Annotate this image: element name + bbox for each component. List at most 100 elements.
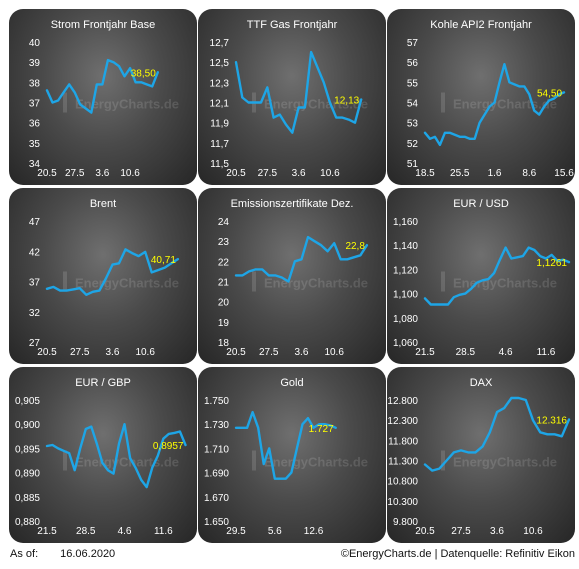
x-tick-label: 10.6 (135, 347, 155, 358)
chart-title: DAX (470, 377, 493, 389)
chart-panel: EnergyCharts.de Brent 27 32 37 42 47 20.5 27.5 3.… (9, 188, 197, 364)
chart-svg: EnergyCharts.de EUR / GBP 0,880 0,885 0,890 0… (15, 377, 187, 537)
y-tick-label: 0,885 (15, 493, 40, 504)
watermark-text: EnergyCharts.de (75, 97, 179, 112)
x-tick-label: 10.6 (120, 168, 140, 179)
x-tick-label: 4.6 (118, 526, 132, 537)
series-line (423, 396, 571, 472)
x-tick-label: 28.5 (456, 347, 476, 358)
chart-panel: EnergyCharts.de TTF Gas Frontjahr 11,5 11,7… (198, 9, 386, 185)
series-line (45, 248, 180, 297)
chart-svg: EnergyCharts.de EUR / USD 1,060 1,080 1,100 1… (393, 198, 571, 358)
y-tick-label: 11,9 (210, 119, 229, 130)
series-line (45, 58, 160, 114)
y-tick-label: 1.730 (204, 420, 229, 431)
y-tick-label: 1,060 (393, 338, 418, 349)
watermark-text: EnergyCharts.de (264, 97, 368, 112)
y-tick-label: 39 (29, 58, 41, 69)
x-tick-label: 25.5 (450, 168, 470, 179)
y-tick-label: 32 (29, 308, 41, 319)
x-tick-label: 28.5 (76, 526, 96, 537)
last-value-label: 38,50 (131, 68, 156, 79)
watermark-text: EnergyCharts.de (75, 455, 179, 470)
x-tick-label: 1.6 (488, 168, 502, 179)
watermark-text: EnergyCharts.de (453, 455, 557, 470)
chart-title: Gold (280, 377, 303, 389)
chart-title: TTF Gas Frontjahr (247, 19, 338, 31)
y-tick-label: 11.800 (388, 436, 418, 447)
y-tick-label: 1.750 (204, 396, 229, 407)
y-tick-label: 18 (218, 338, 230, 349)
watermark-text: EnergyCharts.de (75, 276, 179, 291)
watermark-icon (63, 271, 67, 292)
y-tick-label: 1,120 (393, 265, 418, 276)
as-of: As of: 16.06.2020 (10, 548, 115, 560)
watermark-icon (441, 271, 445, 292)
y-tick-label: 12,7 (210, 38, 230, 49)
y-tick-label: 51 (407, 159, 419, 170)
as-of-label: As of: (10, 548, 39, 560)
x-tick-label: 3.6 (106, 347, 120, 358)
y-tick-label: 1.670 (204, 493, 229, 504)
y-tick-label: 42 (29, 247, 41, 258)
y-tick-label: 12,1 (210, 99, 230, 110)
x-tick-label: 3.6 (292, 168, 306, 179)
x-tick-label: 20.5 (415, 526, 435, 537)
last-value-label: 40,71 (151, 255, 176, 266)
watermark-icon (63, 92, 67, 113)
y-tick-label: 20 (218, 298, 230, 309)
y-tick-label: 56 (407, 58, 419, 69)
x-tick-label: 3.6 (95, 168, 109, 179)
x-tick-label: 20.5 (226, 168, 246, 179)
series-line (45, 423, 187, 489)
y-tick-label: 1,160 (393, 217, 418, 228)
series-line (234, 235, 369, 283)
y-tick-label: 1,080 (393, 314, 418, 325)
series-line (234, 50, 363, 134)
last-value-label: 1,1261 (536, 258, 567, 269)
chart-title: EUR / GBP (75, 377, 131, 389)
y-tick-label: 52 (407, 139, 419, 150)
chart-panel: EnergyCharts.de Gold 1.650 1.670 1.690 1.710 1… (198, 367, 386, 543)
y-tick-label: 40 (29, 38, 41, 49)
x-tick-label: 20.5 (37, 347, 57, 358)
watermark-icon (441, 92, 445, 113)
y-tick-label: 47 (29, 217, 41, 228)
x-tick-label: 27.5 (451, 526, 471, 537)
y-tick-label: 36 (29, 119, 41, 130)
last-value-label: 22,8 (345, 241, 365, 252)
chart-panel: EnergyCharts.de Emissionszertifikate Dez.… (198, 188, 386, 364)
x-tick-label: 29.5 (226, 526, 246, 537)
y-tick-label: 11,5 (210, 159, 229, 170)
chart-panel: EnergyCharts.de EUR / GBP 0,880 0,885 0,890 0… (9, 367, 197, 543)
x-tick-label: 20.5 (37, 168, 57, 179)
x-tick-label: 27.5 (259, 347, 279, 358)
series-line (423, 63, 566, 147)
y-tick-label: 0,905 (15, 396, 40, 407)
y-tick-label: 37 (29, 99, 41, 110)
y-tick-label: 27 (29, 338, 41, 349)
x-tick-label: 27.5 (65, 168, 85, 179)
y-tick-label: 1,140 (393, 241, 418, 252)
x-tick-label: 5.6 (268, 526, 282, 537)
y-tick-label: 12,3 (210, 78, 230, 89)
x-tick-label: 10.6 (523, 526, 543, 537)
chart-svg: EnergyCharts.de Strom Frontjahr Base 34 35 3… (29, 19, 179, 179)
y-tick-label: 57 (407, 38, 419, 49)
y-tick-label: 55 (407, 78, 419, 89)
y-tick-label: 1.710 (204, 444, 229, 455)
x-tick-label: 21.5 (415, 347, 435, 358)
x-tick-label: 21.5 (37, 526, 57, 537)
chart-panel: EnergyCharts.de Strom Frontjahr Base 34 35 3… (9, 9, 197, 185)
x-tick-label: 8.6 (522, 168, 536, 179)
chart-svg: EnergyCharts.de Brent 27 32 37 42 47 20.5 27.5 3.… (29, 198, 180, 358)
x-tick-label: 11.6 (154, 526, 173, 537)
chart-svg: EnergyCharts.de TTF Gas Frontjahr 11,5 11,7… (210, 19, 368, 179)
chart-panel: EnergyCharts.de DAX 9.800 10.300 10.800 11.30… (387, 367, 575, 543)
chart-title: Strom Frontjahr Base (51, 19, 156, 31)
y-tick-label: 1,100 (393, 290, 418, 301)
x-tick-label: 12.6 (304, 526, 324, 537)
y-tick-label: 24 (218, 217, 230, 228)
